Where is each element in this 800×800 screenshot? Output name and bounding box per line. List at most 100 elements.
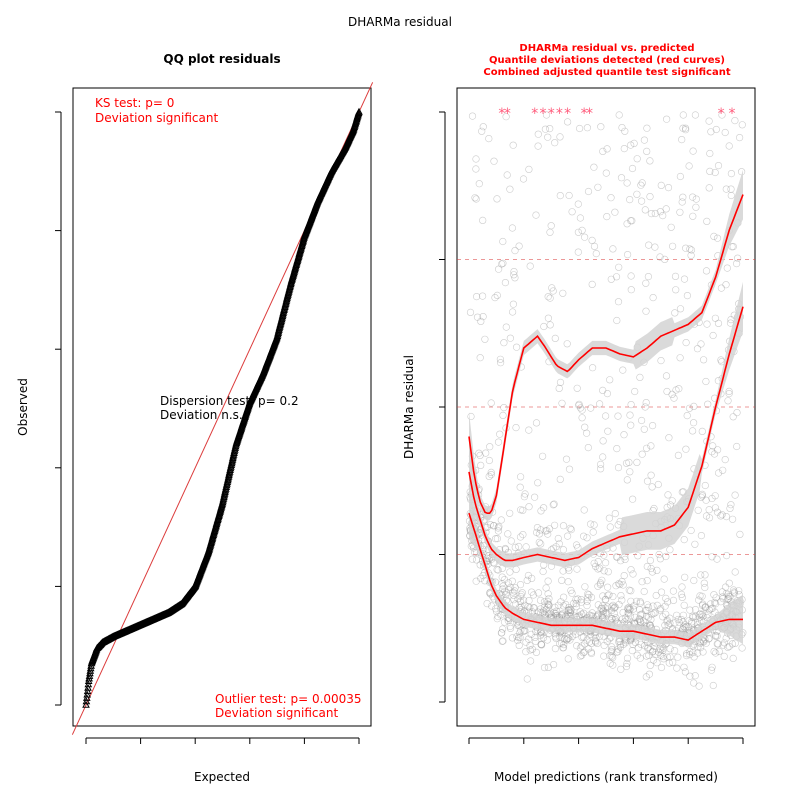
qq-plot-panel: QQ plot residuals Expected Observed KS t… [16,52,374,784]
residual-point [592,634,600,642]
residual-point [590,521,598,529]
residual-point [589,528,597,536]
residual-point [511,247,519,255]
residual-point [623,615,631,624]
residual-point [666,653,674,661]
residual-point [599,607,608,615]
residual-point [715,647,723,656]
residual-point [679,618,687,626]
dispersion-deviation-text: Deviation n.s. [160,408,243,422]
residual-point [656,555,665,563]
residual-point [676,354,684,362]
residual-point [516,580,525,589]
residual-point [629,640,637,649]
residual-point [580,233,589,241]
residual-point [622,662,631,671]
residual-point [620,431,628,439]
residual-point [636,615,644,624]
residual-point [468,112,477,120]
residual-point [643,576,651,585]
residual-point [680,535,688,544]
residual-point [472,577,480,585]
residual-point [534,130,542,138]
residual-point [636,598,644,606]
residual-point [682,623,690,631]
residual-point [680,663,688,671]
residual-point [544,314,553,322]
residual-point [615,263,623,271]
residual-point [678,583,686,591]
residual-point [696,592,704,600]
residual-point [506,509,514,517]
residual-point [499,237,507,246]
residual-point [526,262,534,270]
residual-point [501,279,510,287]
residual-point [554,534,562,543]
residual-point [644,644,652,653]
residual-point [603,213,611,221]
residual-point [623,654,632,662]
ks-deviation-text: Deviation significant [95,111,218,125]
residual-point [659,646,667,655]
residual-point [588,609,596,617]
residual-point [731,568,739,576]
residual-point [611,509,619,518]
residual-point [731,491,739,499]
quantile-confidence-band [469,281,743,568]
residual-point [559,546,568,554]
residual-point [627,141,635,149]
residual-point [721,583,730,591]
residual-point [472,195,480,203]
residual-point [583,534,591,542]
residual-point [627,566,635,574]
residual-point [573,384,581,392]
residual-point [517,592,525,601]
residual-point [581,423,589,431]
residual-point [623,251,632,259]
residual-plot-title-line-3: Combined adjusted quantile test signific… [483,67,730,78]
qq-point [84,683,92,691]
residual-point [617,174,626,182]
residual-point [578,226,586,234]
residual-point [575,124,584,133]
residual-point [506,622,514,631]
residual-point [614,298,623,306]
residual-point [611,603,619,612]
residual-point [662,552,670,561]
residual-point [584,594,592,602]
residual-point [616,641,624,649]
quantile-confidence-band [469,169,743,521]
residual-point [508,224,517,232]
residual-point [581,583,589,591]
residual-point [559,602,568,610]
residual-point [578,414,586,422]
residual-point [555,540,563,548]
residual-point [723,264,731,272]
residual-point [502,113,510,121]
quantile-curve-0.75 [468,194,744,514]
residual-point [710,598,719,607]
residual-point [601,559,610,567]
residual-point [614,412,622,420]
residual-point [518,589,526,597]
residual-point [703,217,711,225]
residual-point [510,268,518,276]
residual-point [582,429,591,437]
residual-point [672,386,680,394]
residual-point [573,565,581,573]
residual-point [532,637,540,646]
residual-point [656,606,664,614]
qq-point [220,491,229,499]
residual-point [707,666,716,674]
residual-point [674,653,682,661]
residual-point [472,155,480,163]
qq-plot-title: QQ plot residuals [163,52,280,66]
residual-point [599,437,607,445]
residual-point [606,376,614,384]
residual-point [475,180,483,188]
residual-point [544,577,552,585]
residual-point [519,506,527,514]
residual-point [630,139,638,147]
residual-point [606,523,614,531]
residual-point [699,356,708,364]
